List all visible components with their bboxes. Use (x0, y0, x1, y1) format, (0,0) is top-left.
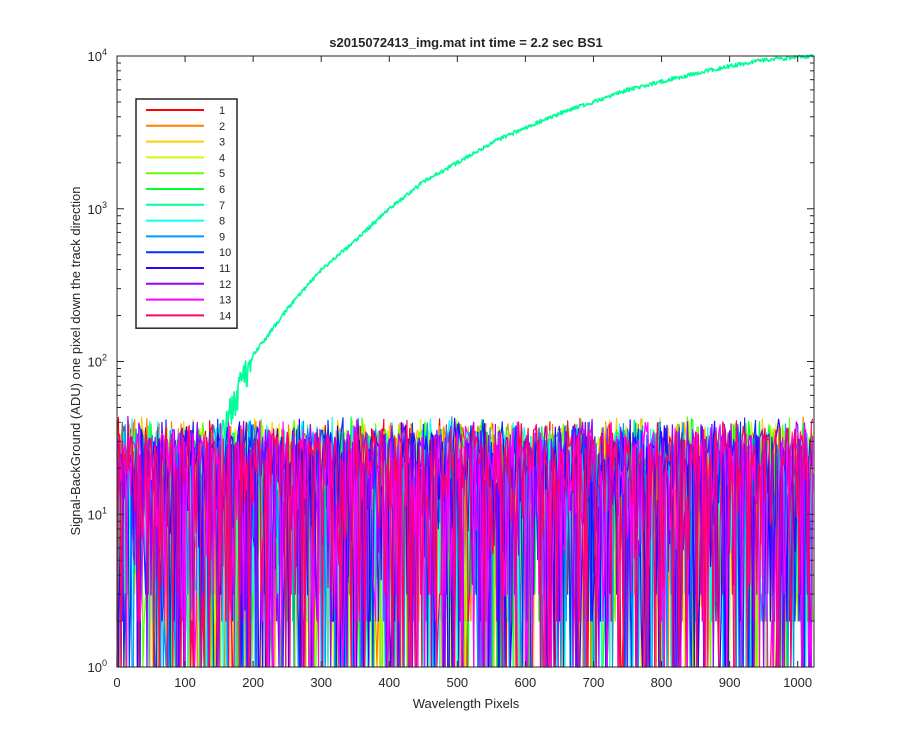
legend-label: 2 (219, 121, 225, 133)
legend-label: 8 (219, 216, 225, 228)
y-tick-label: 101 (88, 505, 107, 522)
x-tick-label: 800 (651, 675, 673, 690)
legend-label: 7 (219, 200, 225, 212)
x-tick-label: 0 (113, 675, 120, 690)
chart-title: s2015072413_img.mat int time = 2.2 sec B… (329, 35, 603, 50)
x-tick-label: 100 (174, 675, 196, 690)
x-tick-label: 300 (310, 675, 332, 690)
axis-ticks: 0 100 200 300 400 500 600 700 800 900 100010010110… (88, 47, 814, 690)
y-tick-label: 104 (88, 47, 107, 64)
y-tick-label: 102 (88, 353, 107, 370)
x-tick-label: 200 (242, 675, 264, 690)
legend-label: 11 (219, 263, 230, 275)
y-tick-label: 103 (88, 200, 107, 217)
x-tick-label: 700 (583, 675, 605, 690)
legend-label: 5 (219, 168, 225, 180)
legend-label: 6 (219, 184, 225, 196)
y-axis-label: Signal-BackGround (ADU) one pixel down t… (68, 186, 83, 535)
series-line-13 (116, 419, 814, 668)
series-line-7 (116, 54, 815, 622)
x-tick-label: 1000 (783, 675, 812, 690)
x-tick-label: 400 (378, 675, 400, 690)
legend-label: 9 (219, 231, 225, 243)
legend-label: 3 (219, 137, 225, 149)
y-tick-label: 100 (88, 658, 107, 675)
legend-label: 4 (219, 152, 225, 164)
x-tick-label: 500 (446, 675, 468, 690)
x-tick-label: 900 (719, 675, 741, 690)
legend-label: 14 (219, 310, 231, 322)
legend-label: 10 (219, 247, 231, 259)
legend-label: 1 (219, 105, 225, 117)
x-axis-label: Wavelength Pixels (413, 696, 520, 711)
legend-label: 12 (219, 279, 231, 291)
plot-area (116, 54, 815, 668)
x-tick-label: 600 (515, 675, 537, 690)
legend-label: 13 (219, 295, 231, 307)
legend-box (135, 98, 238, 329)
